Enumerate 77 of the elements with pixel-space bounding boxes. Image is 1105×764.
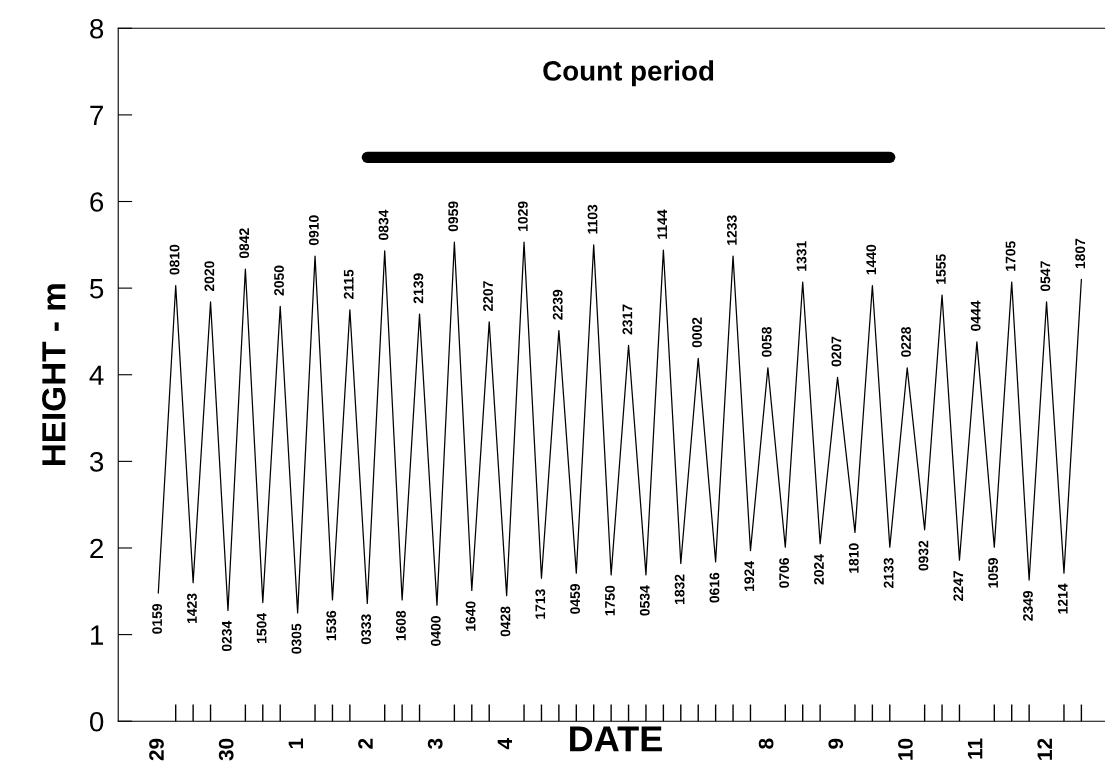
annotation: 1810 <box>848 543 859 573</box>
annotation: 0842 <box>239 228 250 259</box>
annotation: 0616 <box>709 572 720 603</box>
x-tick-label: 4 <box>497 737 513 750</box>
annotation: 0910 <box>308 215 319 246</box>
y-tick-label: 8 <box>90 18 104 39</box>
annotation: 0305 <box>291 623 302 654</box>
annotation: 0159 <box>152 603 163 634</box>
annotation: 0228 <box>901 326 911 357</box>
x-tick-label: 1 <box>288 738 304 749</box>
annotation: 1807 <box>1075 238 1086 269</box>
x-tick-label: 10 <box>898 738 913 760</box>
annotation: 2115 <box>343 269 354 299</box>
annotation: 2133 <box>883 558 894 588</box>
y-tick-label: 1 <box>91 625 103 645</box>
y-tick-label: 0 <box>89 711 104 732</box>
annotation: 1713 <box>535 589 546 619</box>
text: Count period <box>543 60 714 87</box>
y-tick-label: 6 <box>90 192 104 212</box>
annotation: 1924 <box>744 561 755 591</box>
x-tick-label: 30 <box>218 738 234 761</box>
annotation: 1233 <box>726 215 737 245</box>
annotation: 1640 <box>465 601 476 631</box>
x-tick-label: 9 <box>828 738 844 749</box>
y-tick-label: 7 <box>90 105 103 125</box>
annotation: 0428 <box>500 606 511 637</box>
annotation: 1029 <box>517 201 528 231</box>
x-tick-label: 2 <box>358 738 373 749</box>
annotation: 2349 <box>1023 590 1033 621</box>
x-tick-label: 12 <box>1037 738 1052 760</box>
y-tick-label: 5 <box>90 279 104 299</box>
annotation: 1608 <box>396 610 406 641</box>
annotation: 0234 <box>221 620 232 652</box>
annotation: 2239 <box>552 289 563 320</box>
x-axis-title: DATE <box>570 726 662 752</box>
annotation: 0400 <box>430 616 441 646</box>
x-tick-label: 29 <box>149 738 164 761</box>
y-tick-label: 4 <box>89 365 104 385</box>
annotation: 0932 <box>918 540 929 571</box>
annotation: 2050 <box>274 265 284 296</box>
annotation: 1103 <box>587 204 598 234</box>
annotation: 1705 <box>1005 241 1016 271</box>
annotation: 0547 <box>1040 261 1051 292</box>
annotation: 2317 <box>622 304 633 335</box>
annotation: 2207 <box>483 281 493 312</box>
annotation: 0002 <box>692 317 702 348</box>
annotation: 1832 <box>674 574 685 604</box>
annotation: 2247 <box>953 571 964 601</box>
y-axis-title: HEIGHT - m <box>42 284 66 466</box>
annotation: 2139 <box>413 273 424 304</box>
x-tick-label: 11 <box>967 738 983 759</box>
x-tick-label: 8 <box>758 738 774 749</box>
annotation: 0444 <box>970 300 981 331</box>
annotation: 1423 <box>187 593 197 624</box>
annotation: 2024 <box>814 554 824 585</box>
annotation: 1750 <box>605 585 615 616</box>
annotation: 0534 <box>639 585 650 616</box>
annotation: 0706 <box>779 558 790 588</box>
annotation: 1331 <box>796 241 807 271</box>
annotation: 0207 <box>831 336 842 367</box>
annotation: 1214 <box>1057 583 1068 614</box>
y-tick-label: 3 <box>89 452 104 472</box>
annotation: 2020 <box>204 261 215 292</box>
y-tick-label: 2 <box>90 538 103 559</box>
annotation: 0810 <box>169 244 180 275</box>
annotation: 0834 <box>378 209 389 240</box>
annotation: 1059 <box>988 558 999 588</box>
x-tick-label: 3 <box>427 738 443 749</box>
annotation: 1440 <box>866 244 877 275</box>
annotation: 1504 <box>256 613 267 643</box>
annotation: 0959 <box>448 201 459 232</box>
annotation: 1144 <box>657 209 667 239</box>
annotation: 1536 <box>326 610 337 641</box>
annotation: 1555 <box>936 254 946 284</box>
annotation: 0058 <box>761 326 772 357</box>
annotation: 0333 <box>361 614 372 645</box>
annotation: 0459 <box>570 584 581 614</box>
